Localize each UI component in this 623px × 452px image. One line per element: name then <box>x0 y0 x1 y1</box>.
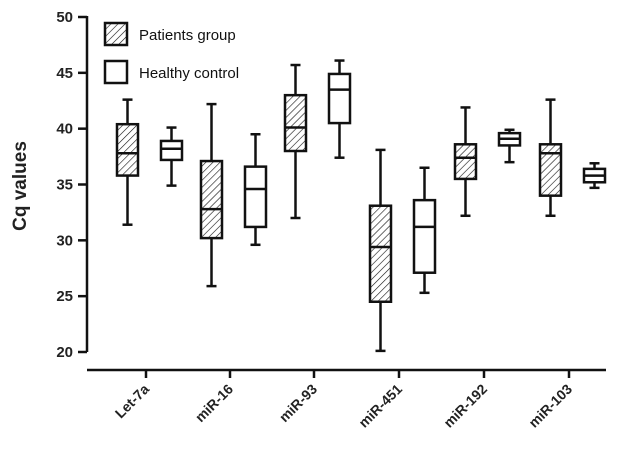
box-healthy-mir-451 <box>412 166 437 295</box>
box-patients-mir-103 <box>538 98 563 218</box>
x-tick-label: miR-451 <box>355 381 405 431</box>
box-healthy-let-7a <box>159 126 184 187</box>
y-tick-label: 50 <box>56 9 73 26</box>
box-healthy-mir-93 <box>327 59 352 159</box>
legend-swatch-patients <box>103 21 129 47</box>
iqr-box <box>453 143 478 181</box>
iqr-box <box>538 143 563 197</box>
legend-swatch-healthy <box>103 59 129 85</box>
x-tick-label: miR-16 <box>192 381 236 425</box>
iqr-box <box>368 204 393 303</box>
box-patients-let-7a <box>115 98 140 226</box>
y-tick-label: 25 <box>56 288 73 305</box>
y-tick-label: 20 <box>56 344 73 361</box>
box-patients-mir-192 <box>453 106 478 218</box>
box-patients-mir-93 <box>283 63 308 220</box>
box-healthy-mir-103 <box>582 162 607 190</box>
x-tick-label: miR-103 <box>525 381 575 431</box>
iqr-box <box>412 198 437 274</box>
iqr-box <box>243 165 268 229</box>
iqr-box <box>115 122 140 177</box>
box-healthy-mir-192 <box>497 128 522 164</box>
iqr-box <box>327 72 352 125</box>
box-series <box>115 59 607 353</box>
iqr-box <box>199 159 224 240</box>
box-patients-mir-451 <box>368 148 393 353</box>
x-tick-label: Let-7a <box>112 381 153 422</box>
iqr-box <box>283 93 308 153</box>
y-tick-label: 40 <box>56 121 73 138</box>
y-tick-label: 45 <box>56 65 73 82</box>
y-axis: 20 25 30 35 40 45 50 <box>56 9 89 361</box>
y-axis-title: Cq values <box>10 141 31 231</box>
y-tick-label: 30 <box>56 232 73 249</box>
iqr-box <box>159 139 184 162</box>
x-tick-label: miR-93 <box>276 381 320 425</box>
box-healthy-mir-16 <box>243 133 268 247</box>
legend: Patients group Healthy control <box>103 21 239 85</box>
x-axis: Let-7a miR-16 miR-93 miR-451 miR-192 miR-103 <box>87 368 606 431</box>
x-tick-label: miR-192 <box>440 381 490 431</box>
y-tick-label: 35 <box>56 177 73 194</box>
legend-label-patients: Patients group <box>139 27 236 44</box>
box-patients-mir-16 <box>199 102 224 288</box>
legend-label-healthy: Healthy control <box>139 65 239 82</box>
